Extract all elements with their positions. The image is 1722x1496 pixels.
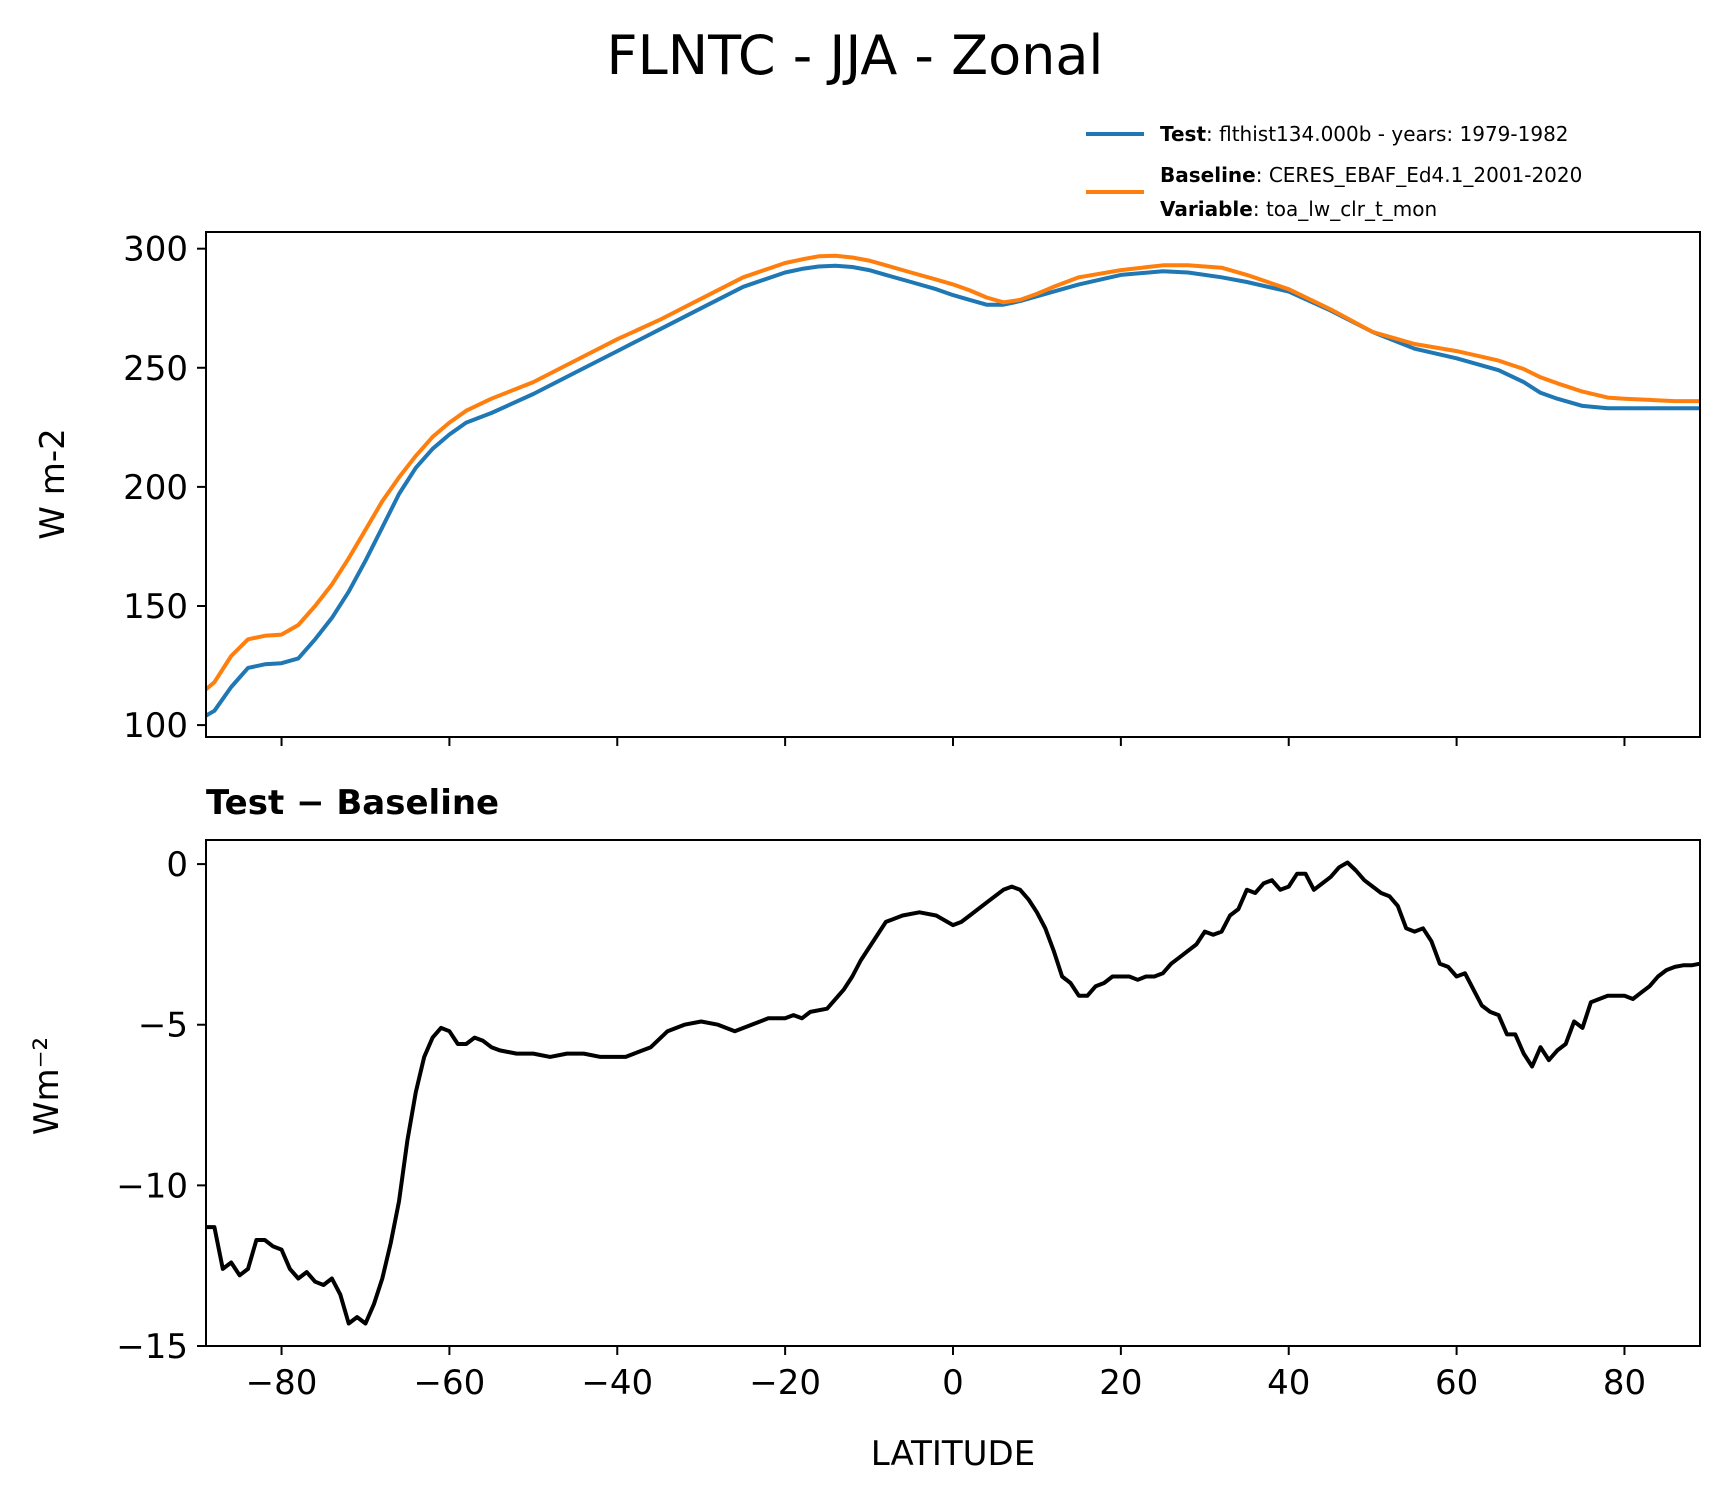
top-panel: 100 150 200 250 300 W m-2: [33, 230, 1701, 746]
bottom-x-tick-label: 60: [1435, 1363, 1478, 1403]
legend-variable-text: : toa_lw_clr_t_mon: [1253, 197, 1437, 221]
figure-title: FLNTC - JJA - Zonal: [607, 24, 1104, 87]
bottom-x-tick-label: 40: [1267, 1363, 1310, 1403]
top-y-tick-label: 150: [123, 587, 188, 627]
legend-test-key: Test: [1160, 122, 1206, 146]
top-y-tick-label: 300: [123, 230, 188, 270]
legend-test-text: : flthist134.000b - years: 1979-1982: [1206, 122, 1569, 146]
bottom-x-axis-label: LATITUDE: [871, 1434, 1035, 1474]
bottom-x-tick-label: 20: [1099, 1363, 1142, 1403]
legend-variable-key: Variable: [1160, 197, 1253, 221]
top-y-axis-label: W m-2: [33, 428, 73, 539]
bottom-y-tick-label: −15: [116, 1327, 188, 1367]
bottom-x-tick-label: −60: [414, 1363, 486, 1403]
top-series-test-line: [205, 263, 1700, 718]
legend-variable-entry: Variable: toa_lw_clr_t_mon: [1160, 197, 1437, 221]
top-y-tick-label: 100: [123, 706, 188, 746]
bottom-x-tick-label: 0: [942, 1363, 964, 1403]
bottom-y-tick-label: −10: [116, 1166, 188, 1206]
bottom-x-tick-label: −20: [749, 1363, 821, 1403]
bottom-panel: Test − Baseline 0 −5 −10 −15 −80 −60 −40 −20 0 2…: [27, 783, 1701, 1474]
bottom-y-tick-label: 0: [166, 845, 188, 885]
bottom-panel-title: Test − Baseline: [206, 783, 499, 823]
bottom-x-tick-label: −40: [581, 1363, 653, 1403]
legend-baseline-key: Baseline: [1160, 163, 1256, 187]
legend-test-entry: Test: flthist134.000b - years: 1979-1982: [1160, 122, 1569, 146]
bottom-y-tick-label: −5: [138, 1006, 188, 1046]
bottom-y-axis-label: Wm⁻²: [27, 1037, 67, 1135]
legend: Test: flthist134.000b - years: 1979-1982…: [1086, 122, 1582, 221]
bottom-series-difference-line: [206, 860, 1701, 1326]
legend-baseline-text: : CERES_EBAF_Ed4.1_2001-2020: [1256, 163, 1583, 187]
top-y-tick-label: 250: [123, 349, 188, 389]
bottom-x-tick-label: 80: [1603, 1363, 1646, 1403]
legend-baseline-entry: Baseline: CERES_EBAF_Ed4.1_2001-2020: [1160, 163, 1582, 187]
top-y-tick-label: 200: [123, 468, 188, 508]
top-series-baseline-line: [204, 253, 1700, 691]
bottom-x-tick-label: −80: [246, 1363, 318, 1403]
